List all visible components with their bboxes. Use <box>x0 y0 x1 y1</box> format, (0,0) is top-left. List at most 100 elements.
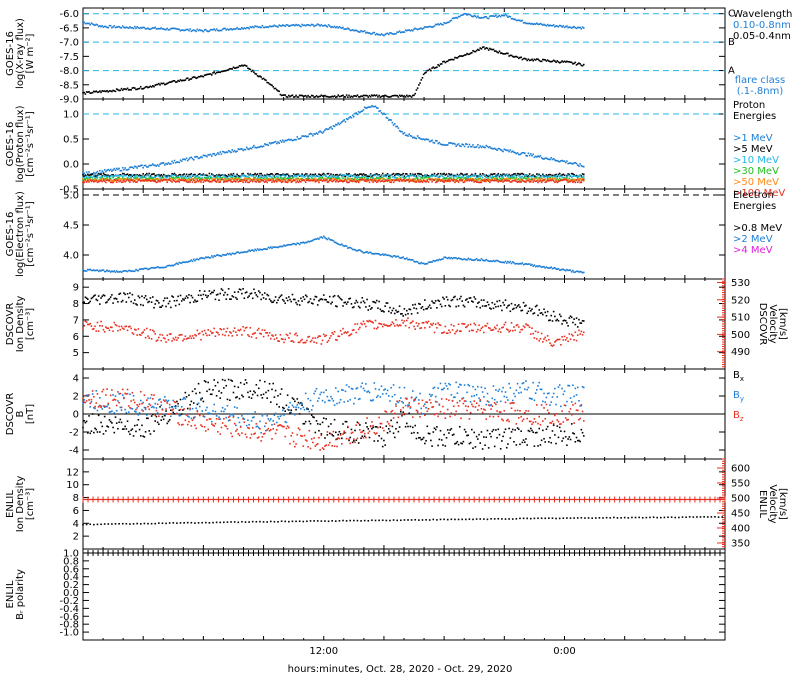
data-point <box>235 67 237 69</box>
data-point <box>353 115 355 118</box>
data-point <box>152 329 154 332</box>
data-point <box>477 144 479 146</box>
data-point <box>345 332 348 334</box>
data-point <box>143 176 146 178</box>
data-point <box>94 173 96 175</box>
data-point <box>554 25 556 28</box>
data-point <box>355 29 358 32</box>
data-point <box>338 25 341 28</box>
data-point <box>336 176 338 178</box>
data-point <box>446 298 449 301</box>
data-point <box>389 118 391 121</box>
data-point <box>379 322 382 325</box>
data-point <box>550 266 553 269</box>
data-point <box>108 329 111 332</box>
data-point <box>562 61 565 63</box>
y-tick-label: 6 <box>73 332 79 343</box>
data-point <box>177 263 179 266</box>
data-point <box>481 326 484 328</box>
data-point <box>257 75 260 78</box>
data-point <box>336 123 338 126</box>
data-point <box>327 24 330 26</box>
data-point <box>579 270 581 273</box>
data-point <box>502 173 504 176</box>
data-point <box>511 261 514 263</box>
data-point <box>218 173 220 176</box>
data-point <box>313 175 315 177</box>
data-point <box>276 25 278 28</box>
data-point <box>548 338 550 341</box>
data-point <box>380 176 383 179</box>
data-point <box>227 179 230 182</box>
data-point <box>174 181 177 183</box>
data-point <box>215 254 218 256</box>
data-point <box>121 25 124 27</box>
data-point <box>332 333 335 335</box>
data-point <box>582 177 585 180</box>
data-point <box>460 258 462 260</box>
data-point <box>349 334 352 336</box>
data-point <box>291 243 294 245</box>
data-point <box>203 154 206 157</box>
data-point <box>259 332 261 335</box>
data-point <box>120 271 123 274</box>
data-point <box>486 47 489 50</box>
data-point <box>555 159 557 162</box>
data-point <box>149 164 152 167</box>
data-point <box>451 174 454 177</box>
data-point <box>544 181 547 184</box>
data-point <box>564 320 567 322</box>
data-point <box>172 80 175 82</box>
data-point <box>433 67 436 70</box>
data-point <box>124 167 126 169</box>
data-point <box>298 341 301 344</box>
data-point <box>418 136 420 139</box>
data-point <box>215 175 218 177</box>
data-point <box>503 148 506 151</box>
data-point <box>118 176 120 179</box>
data-point <box>576 26 579 29</box>
data-point <box>448 180 450 183</box>
data-point <box>466 173 468 175</box>
data-point <box>442 178 444 180</box>
data-point <box>348 334 350 337</box>
data-point <box>214 335 217 338</box>
data-point <box>539 179 542 182</box>
data-point <box>269 25 272 28</box>
data-point <box>516 178 519 181</box>
data-point <box>183 261 185 264</box>
data-point <box>176 262 178 265</box>
data-point <box>385 179 388 181</box>
data-point <box>312 178 314 180</box>
data-point <box>121 176 124 178</box>
data-point <box>351 248 354 251</box>
data-point <box>337 94 339 96</box>
data-point <box>296 136 299 138</box>
data-point <box>90 325 93 327</box>
data-point <box>197 75 200 78</box>
data-point <box>525 323 527 325</box>
data-point <box>348 94 350 97</box>
data-point <box>320 174 323 177</box>
data-point <box>462 13 465 16</box>
data-point <box>431 67 433 69</box>
data-point <box>367 252 370 254</box>
data-point <box>184 175 187 177</box>
data-point <box>288 178 290 180</box>
data-point <box>426 180 429 183</box>
data-point <box>173 159 176 162</box>
data-point <box>244 27 247 30</box>
data-point <box>546 176 549 178</box>
data-point <box>303 95 306 97</box>
data-point <box>298 180 301 183</box>
data-point <box>119 174 122 177</box>
data-point <box>412 320 414 323</box>
data-point <box>499 148 502 151</box>
data-point <box>478 174 480 177</box>
data-point <box>373 253 376 255</box>
data-point <box>129 292 131 294</box>
data-point <box>434 139 437 142</box>
data-point <box>462 54 465 57</box>
data-point <box>442 296 444 299</box>
data-point <box>159 163 161 165</box>
